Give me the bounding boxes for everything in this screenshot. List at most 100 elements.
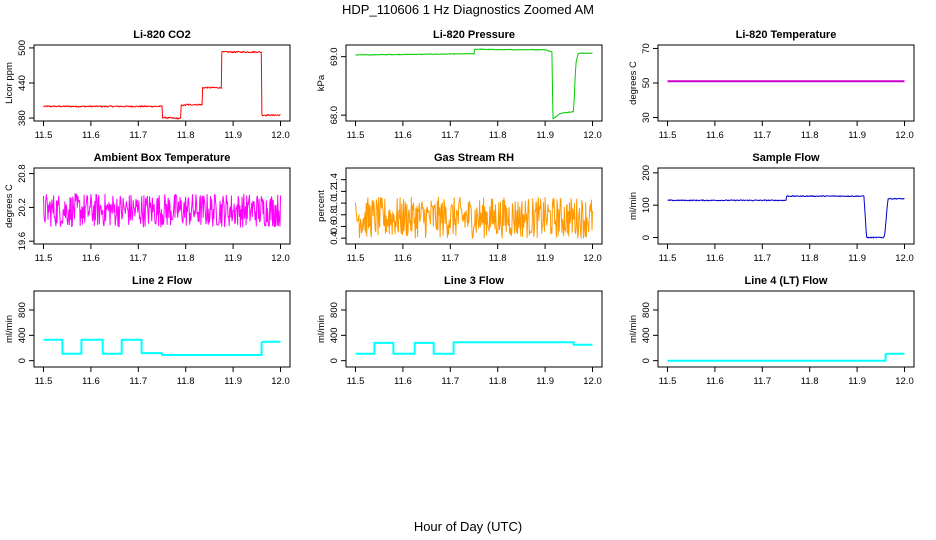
x-tick-label: 11.6 [82,253,100,264]
panel-title: Line 3 Flow [444,275,504,287]
panel-title: Li-820 Pressure [433,29,515,41]
y-tick-label: 20.8 [17,164,28,183]
x-tick-label: 11.8 [801,376,819,387]
x-tick-label: 11.6 [706,130,724,141]
y-tick-label: 1.2 [329,185,340,198]
x-tick-label: 11.8 [801,253,819,264]
x-tick-label: 11.7 [753,376,771,387]
plot-frame [657,290,915,368]
x-tick-label: 11.6 [706,376,724,387]
chart-panel: Line 2 Flow 11.5 11.6 11.7 11.8 11.9 12.0 0 400 8… [4,275,291,387]
y-tick-label: 20.2 [17,198,28,217]
x-tick-label: 12.0 [271,130,290,141]
x-tick-label: 12.0 [895,253,914,264]
chart-panel: Line 3 Flow 11.5 11.6 11.7 11.8 11.9 12.0 0 400 8… [316,275,603,387]
x-tick-label: 11.7 [129,376,147,387]
y-axis-label: ml/min [628,315,639,343]
y-axis-label: degrees C [628,61,639,105]
panel-title: Ambient Box Temperature [94,152,231,164]
x-tick-label: 11.6 [82,376,100,387]
x-tick-label: 11.5 [659,130,677,141]
x-tick-label: 11.8 [177,130,195,141]
y-tick-label: 400 [329,327,340,343]
x-tick-label: 12.0 [583,130,602,141]
x-tick-label: 11.9 [848,376,866,387]
y-axis-label: ml/min [316,315,327,343]
y-axis-label: degrees C [4,184,15,228]
y-tick-label: 380 [17,110,28,126]
series-line [355,48,593,120]
panel-title: Sample Flow [752,152,820,164]
x-tick-label: 11.6 [394,130,412,141]
x-tick-label: 11.6 [82,130,100,141]
y-axis-label: kPa [316,74,327,91]
plot-frame [345,290,603,368]
x-tick-label: 11.7 [441,253,459,264]
x-tick-label: 11.7 [753,253,771,264]
x-tick-label: 11.5 [659,376,677,387]
plot-frame [657,167,915,245]
chart-panel: Gas Stream RH 11.5 11.6 11.7 11.8 11.9 12.0 0.4… [316,152,603,264]
y-tick-label: 0.6 [329,220,340,233]
y-tick-label: 50 [641,78,652,89]
x-tick-label: 11.9 [224,376,242,387]
y-tick-label: 800 [17,302,28,318]
x-tick-label: 11.5 [347,376,365,387]
y-tick-label: 69.0 [329,47,340,66]
y-tick-label: 800 [641,302,652,318]
y-tick-label: 0 [329,358,340,363]
y-tick-label: 0.8 [329,208,340,221]
x-tick-label: 11.8 [489,253,507,264]
x-tick-label: 11.5 [659,253,677,264]
y-tick-label: 500 [17,40,28,56]
plot-frame [33,167,291,245]
x-tick-label: 12.0 [583,376,602,387]
x-tick-label: 11.8 [801,130,819,141]
chart-panel: Ambient Box Temperature 11.5 11.6 11.7 11.8 1… [4,152,291,264]
y-tick-label: 0 [641,235,652,240]
x-tick-label: 11.5 [35,253,53,264]
x-tick-label: 11.7 [441,376,459,387]
x-tick-label: 11.9 [224,130,242,141]
y-tick-label: 0 [17,358,28,363]
y-tick-label: 100 [641,197,652,213]
y-tick-label: 1.4 [329,173,340,186]
series-line [667,195,905,239]
panel-title: Line 2 Flow [132,275,192,287]
x-tick-label: 11.6 [706,253,724,264]
y-axis-label: percent [316,190,327,222]
y-tick-label: 70 [641,43,652,54]
page-title: HDP_110606 1 Hz Diagnostics Zoomed AM [342,2,594,17]
x-tick-label: 11.6 [394,376,412,387]
y-tick-label: 0.4 [329,232,340,245]
series-line [43,50,281,120]
series-line [43,193,281,228]
panel-title: Gas Stream RH [434,152,514,164]
x-tick-label: 11.5 [35,376,53,387]
x-tick-label: 11.9 [536,253,554,264]
x-tick-label: 11.9 [848,130,866,141]
y-tick-label: 68.0 [329,106,340,125]
y-tick-label: 0 [641,358,652,363]
series-line [43,338,281,356]
x-tick-label: 11.9 [848,253,866,264]
x-tick-label: 11.9 [536,130,554,141]
x-tick-label: 12.0 [895,376,914,387]
chart-panel: Sample Flow 11.5 11.6 11.7 11.8 11.9 12.0 0 100 2… [628,152,915,264]
y-tick-label: 200 [641,165,652,181]
panel-grid: Li-820 CO2 11.5 11.6 11.7 11.8 11.9 12.0 380 440… [4,29,915,387]
chart-panel: Li-820 Temperature 11.5 11.6 11.7 11.8 11.9 12… [628,29,915,141]
series-line [667,352,905,362]
x-tick-label: 11.7 [441,130,459,141]
y-tick-label: 400 [17,327,28,343]
series-line [355,341,593,355]
x-tick-label: 11.8 [489,130,507,141]
plot-frame [657,44,915,122]
x-tick-label: 11.6 [394,253,412,264]
y-axis-label: ml/min [628,192,639,220]
chart-panel: Line 4 (LT) Flow 11.5 11.6 11.7 11.8 11.9 12.0… [628,275,915,387]
panel-title: Line 4 (LT) Flow [745,275,828,287]
x-tick-label: 11.7 [129,130,147,141]
plot-frame [345,44,603,122]
